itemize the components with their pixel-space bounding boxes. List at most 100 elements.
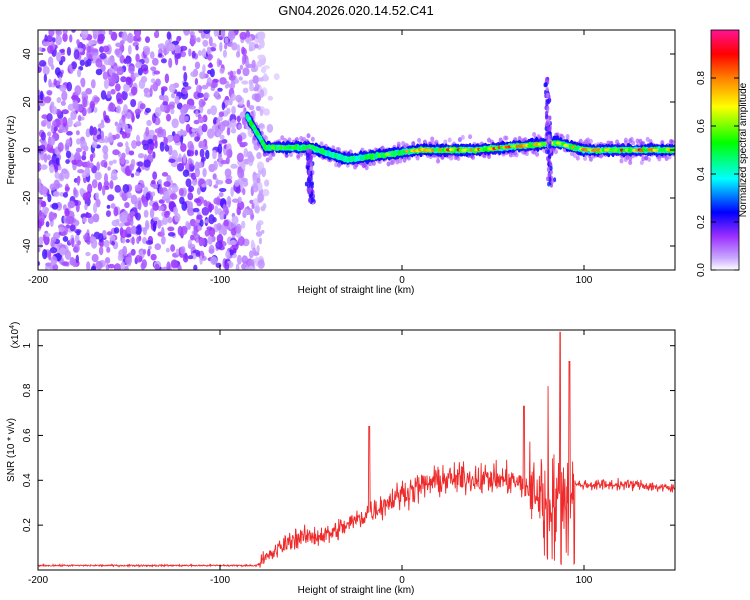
heatmap-cell	[92, 126, 98, 136]
heatmap-cell	[159, 141, 165, 152]
heatmap-cell	[97, 181, 103, 192]
heatmap-cell	[168, 158, 176, 163]
svg-text:(x104): (x104)	[9, 322, 21, 349]
heatmap-cell	[60, 55, 66, 63]
heatmap-cell	[145, 36, 151, 44]
heatmap-cell	[174, 213, 181, 223]
heatmap-cell	[102, 71, 108, 80]
heatmap-cell	[278, 146, 283, 150]
heatmap-cell	[61, 109, 69, 115]
heatmap-cell	[168, 83, 176, 93]
heatmap-cell	[548, 161, 552, 167]
heatmap-cell	[225, 178, 233, 185]
heatmap-cell	[198, 140, 205, 149]
heatmap-cell	[96, 134, 102, 140]
heatmap-cell	[532, 131, 537, 137]
heatmap-cell	[242, 255, 248, 262]
heatmap-cell	[69, 224, 76, 232]
heatmap-cell	[548, 143, 552, 149]
heatmap-cell	[152, 81, 159, 92]
heatmap-cell	[209, 68, 215, 78]
heatmap-cell	[164, 144, 170, 152]
heatmap-cell	[62, 192, 69, 198]
heatmap-cell	[74, 85, 82, 96]
heatmap-cell	[334, 162, 339, 168]
heatmap-cell	[456, 156, 461, 162]
colorbar-tick-label: 0.2	[696, 215, 707, 229]
heatmap-cell	[224, 99, 232, 106]
heatmap-cell	[306, 152, 310, 158]
heatmap-cell	[247, 154, 255, 163]
heatmap-cell	[258, 122, 265, 129]
heatmap-cell	[154, 243, 162, 251]
heatmap-cell	[130, 98, 137, 108]
heatmap-cell	[62, 32, 68, 42]
heatmap-cell	[110, 203, 116, 209]
heatmap-cell	[183, 30, 190, 36]
heatmap-cell	[130, 211, 135, 216]
heatmap-cell	[267, 95, 274, 101]
spectrogram-y-tick-label: 0	[22, 147, 33, 153]
heatmap-cell	[182, 81, 189, 87]
heatmap-cell	[70, 110, 77, 121]
heatmap-cell	[161, 235, 166, 245]
heatmap-cell	[53, 78, 57, 86]
heatmap-cell	[248, 265, 255, 270]
heatmap-cell	[167, 226, 175, 232]
heatmap-cell	[86, 261, 91, 270]
heatmap-cell	[106, 90, 112, 99]
heatmap-cell	[82, 96, 88, 108]
heatmap-cell	[102, 145, 109, 155]
heatmap-cell	[207, 69, 212, 75]
heatmap-cell	[364, 165, 369, 171]
heatmap-cell	[53, 126, 59, 132]
heatmap-cell	[170, 108, 175, 115]
snr-plot-area	[38, 330, 675, 570]
heatmap-cell	[234, 179, 240, 187]
heatmap-cell	[187, 207, 195, 216]
heatmap-cell	[76, 68, 82, 78]
heatmap-cell	[106, 231, 113, 236]
heatmap-cell	[238, 76, 243, 81]
heatmap-cell	[38, 212, 46, 222]
heatmap-cell	[258, 237, 263, 245]
heatmap-cell	[54, 171, 60, 179]
heatmap-cell	[199, 148, 205, 158]
heatmap-cell	[135, 45, 139, 51]
heatmap-cell	[239, 31, 247, 40]
heatmap-cell	[256, 151, 262, 160]
heatmap-cell	[163, 210, 170, 219]
heatmap-cell	[206, 46, 211, 53]
heatmap-cell	[309, 166, 313, 171]
heatmap-cell	[154, 128, 162, 134]
heatmap-cell	[194, 136, 200, 142]
heatmap-cell	[173, 133, 181, 144]
heatmap-cell	[81, 91, 88, 97]
heatmap-cell	[135, 212, 141, 221]
heatmap-cell	[255, 222, 261, 232]
heatmap-cell	[258, 77, 265, 82]
heatmap-cell	[310, 136, 315, 142]
heatmap-cell	[83, 196, 89, 202]
heatmap-cell	[119, 212, 127, 223]
heatmap-cell	[135, 30, 141, 39]
heatmap-cell	[254, 43, 259, 49]
heatmap-cell	[80, 140, 88, 149]
heatmap-cell	[146, 119, 152, 127]
heatmap-cell	[241, 80, 249, 85]
heatmap-cell	[136, 134, 140, 142]
heatmap-cell	[98, 246, 104, 256]
heatmap-cell	[148, 245, 152, 250]
heatmap-cell	[647, 156, 652, 162]
heatmap-cell	[85, 235, 92, 245]
heatmap-cell	[241, 177, 248, 182]
heatmap-cell	[215, 262, 222, 268]
heatmap-cell	[93, 107, 98, 113]
snr-x-tick-label: -100	[210, 575, 230, 586]
heatmap-cell	[99, 52, 107, 60]
heatmap-cell	[306, 183, 311, 189]
heatmap-cell	[152, 216, 159, 222]
heatmap-cell	[130, 248, 136, 256]
heatmap-cell	[152, 201, 159, 211]
heatmap-cell	[206, 226, 213, 231]
